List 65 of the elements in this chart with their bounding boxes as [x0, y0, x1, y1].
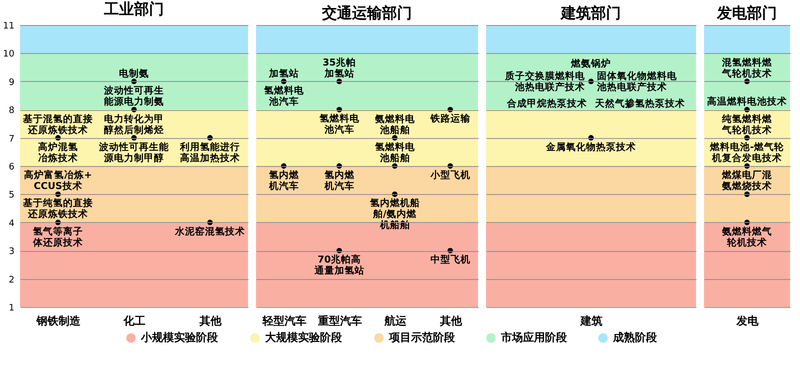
annotation: 70兆帕高通量加氢站: [313, 254, 364, 277]
chart-title: 发电部门: [716, 4, 777, 22]
y-tick-label: 3: [8, 247, 14, 258]
annotation: 燃煤电厂混氨燃烧技术: [721, 169, 773, 192]
annotation: 天然气掺氢热泵技术: [594, 97, 685, 110]
legend-label: 市场应用阶段: [500, 331, 568, 344]
x-tick-label: 钢铁制造: [36, 314, 82, 328]
annotation: 电制氨: [119, 67, 149, 80]
y-tick-label: 9: [8, 78, 15, 88]
x-tick-label: 航运: [383, 314, 408, 328]
y-tick-label: 1: [8, 304, 14, 314]
annotation: 中型飞机: [430, 254, 470, 266]
annotation: 高炉混氢冶炼技术: [38, 140, 78, 164]
annotation: 波动性可再生能源电力制氨: [103, 84, 164, 108]
legend-label: 项目示范阶段: [388, 331, 456, 344]
annotation: 水泥窑混氢技术: [174, 225, 245, 238]
annotation: 高炉富氢冶炼+CCUS技术: [24, 169, 92, 192]
x-tick-label: 化工: [122, 314, 146, 328]
annotation: 氢内燃机汽车: [268, 169, 300, 192]
y-tick-label: 5: [8, 190, 14, 201]
x-tick-label: 发电: [736, 314, 760, 328]
annotation: 氨燃料电池船舶: [374, 112, 416, 136]
annotation: 小型飞机: [429, 169, 470, 181]
chart-title: 工业部门: [103, 0, 164, 18]
annotation: 氢内燃机汽车: [323, 169, 356, 192]
chart-title: 建筑部门: [560, 4, 621, 22]
annotation: 金属氧化物热泵技术: [545, 140, 636, 153]
y-tick-label: 11: [3, 22, 14, 32]
annotation: 波动性可再生能源电力制甲醇: [98, 140, 169, 164]
y-tick-label: 4: [8, 218, 15, 229]
annotation: 高温燃料电池技术: [707, 96, 787, 108]
annotation: 燃料电池-燃气轮机复合发电技术: [709, 141, 785, 164]
x-tick-label: 其他: [198, 314, 222, 328]
annotation: 基于纯氢的直接还原炼铁技术: [22, 197, 93, 220]
annotation: 电力转化为甲醇然后制烯烃: [104, 112, 164, 136]
annotation: 加氢站: [268, 67, 299, 80]
annotation: 固体氧化物燃料电池热电联产技术: [596, 70, 678, 93]
legend-label: 小规模实验阶段: [140, 331, 219, 344]
annotation: 铁路运输: [429, 112, 472, 125]
annotation: 氢燃料电池汽车: [318, 112, 360, 136]
annotation: 氨燃料燃气轮机技术: [721, 225, 772, 248]
y-tick-label: 10: [3, 50, 15, 60]
y-tick-label: 7: [8, 134, 14, 144]
x-tick-label: 其他: [438, 314, 463, 328]
annotation: 氢燃料电池汽车: [262, 84, 305, 108]
annotation: 质子交换膜燃料电池热电联产技术: [504, 70, 586, 93]
x-tick-label: 重型汽车: [316, 314, 362, 328]
x-tick-label: 轻型汽车: [261, 314, 306, 328]
chart-title: 交通运输部门: [321, 4, 412, 22]
x-tick-label: 建筑: [580, 314, 602, 328]
y-tick-label: 6: [8, 162, 15, 172]
annotation: 燃氨锅炉: [570, 57, 611, 70]
y-tick-label: 2: [8, 275, 14, 286]
y-tick-label: 8: [8, 106, 15, 116]
annotation: 35兆帕加氢站: [322, 56, 356, 80]
annotation: 利用氢能进行高温加热技术: [179, 140, 240, 164]
annotation: 混氢燃料燃气轮机技术: [721, 56, 773, 80]
annotation: 合成甲烷热泵技术: [506, 97, 587, 110]
legend-label: 成熟阶段: [612, 331, 658, 344]
annotation: 氢燃料电池船舶: [374, 141, 416, 164]
annotation: 纯氢燃料燃气轮机技术: [721, 112, 773, 136]
annotation: 氢气等离子体还原技术: [32, 225, 83, 248]
annotation: 基于混氢的直接还原炼铁技术: [22, 112, 93, 136]
legend-label: 大规模实验阶段: [265, 331, 343, 344]
annotation: 氢内燃机船舶/氨内燃机船舶: [368, 197, 420, 232]
